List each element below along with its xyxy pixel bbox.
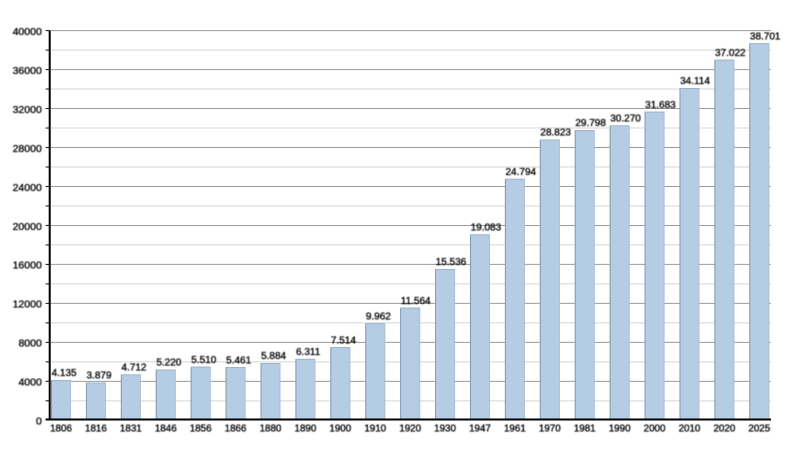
svg-text:1970: 1970 [539,423,561,434]
svg-text:4.712: 4.712 [121,363,146,374]
svg-text:28000: 28000 [13,143,42,155]
svg-text:1890: 1890 [295,423,317,434]
svg-text:2010: 2010 [679,423,701,434]
svg-text:5.510: 5.510 [191,355,216,366]
svg-text:1856: 1856 [190,423,212,434]
svg-text:20000: 20000 [13,221,42,233]
svg-text:1920: 1920 [399,423,421,434]
svg-text:11.564: 11.564 [401,296,431,307]
svg-text:0: 0 [36,416,42,428]
svg-text:34.114: 34.114 [680,76,710,87]
svg-text:5.220: 5.220 [156,358,181,369]
svg-text:1990: 1990 [609,423,631,434]
svg-text:1947: 1947 [469,423,491,434]
svg-text:1910: 1910 [364,423,386,434]
svg-text:3.879: 3.879 [87,371,112,382]
svg-text:29.798: 29.798 [575,118,606,129]
svg-text:1866: 1866 [225,423,247,434]
svg-text:1930: 1930 [434,423,456,434]
svg-text:12000: 12000 [13,299,42,311]
svg-text:2000: 2000 [644,423,666,434]
svg-text:1846: 1846 [155,423,177,434]
svg-text:2020: 2020 [713,423,735,434]
svg-text:7.514: 7.514 [331,335,356,346]
svg-text:37.022: 37.022 [715,48,746,59]
svg-text:24.794: 24.794 [506,167,537,178]
svg-text:5.461: 5.461 [226,355,251,366]
svg-text:1806: 1806 [50,423,72,434]
svg-text:31.683: 31.683 [645,100,676,111]
svg-text:15.536: 15.536 [436,257,467,268]
svg-text:8000: 8000 [18,338,42,350]
svg-text:1961: 1961 [504,423,526,434]
svg-text:9.962: 9.962 [366,311,391,322]
svg-text:32000: 32000 [13,104,42,116]
svg-text:1880: 1880 [260,423,282,434]
svg-text:40000: 40000 [13,26,42,38]
svg-text:2025: 2025 [748,423,770,434]
svg-text:28.823: 28.823 [540,128,571,139]
svg-text:36000: 36000 [13,65,42,77]
svg-text:1831: 1831 [120,423,142,434]
svg-text:5.884: 5.884 [261,351,286,362]
svg-text:1900: 1900 [329,423,351,434]
svg-text:38.701: 38.701 [750,31,781,42]
svg-text:30.270: 30.270 [610,114,641,125]
svg-text:24000: 24000 [13,182,42,194]
svg-text:1981: 1981 [574,423,596,434]
svg-text:4.135: 4.135 [52,368,77,379]
svg-text:19.083: 19.083 [471,223,502,234]
svg-text:1816: 1816 [85,423,107,434]
svg-text:4000: 4000 [18,377,42,389]
svg-text:6.311: 6.311 [296,347,321,358]
svg-text:16000: 16000 [13,260,42,272]
